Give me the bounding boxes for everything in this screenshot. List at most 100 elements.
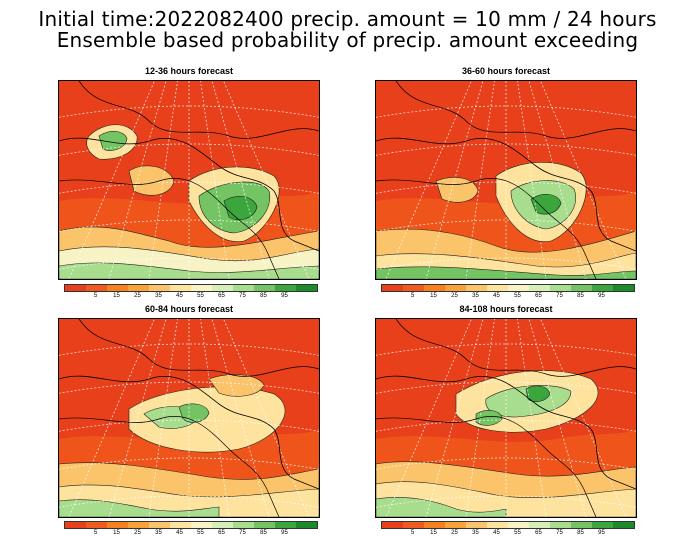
- colorbar-tick-label: 45: [493, 530, 500, 536]
- colorbar-tick-label: 55: [197, 293, 204, 299]
- probability-region: [98, 131, 128, 151]
- coastline: [59, 375, 319, 490]
- longitude-line: [385, 81, 472, 279]
- border-line: [59, 416, 280, 517]
- colorbar-swatch: [170, 285, 191, 291]
- longitude-line: [148, 319, 178, 517]
- colorbar-swatch: [149, 285, 170, 291]
- colorbar-tick-label: 85: [577, 293, 584, 299]
- longitude-line: [148, 81, 178, 279]
- longitude-line: [465, 81, 495, 279]
- colorbar-swatch: [592, 522, 613, 528]
- colorbar-tick-label: 85: [577, 530, 584, 536]
- colorbar-swatch: [191, 522, 212, 528]
- colorbar-swatch: [550, 522, 571, 528]
- border-line: [376, 178, 597, 279]
- colorbar-tick-label: 95: [598, 293, 605, 299]
- border-line: [395, 319, 636, 377]
- longitude-line: [540, 81, 627, 279]
- colorbar-tick-label: 5: [410, 293, 415, 299]
- probability-map: [58, 80, 320, 280]
- longitude-line: [528, 319, 587, 517]
- longitude-line: [211, 319, 270, 517]
- colorbar-swatch: [466, 522, 487, 528]
- figure-title-line-2: Ensemble based probability of precip. am…: [56, 28, 639, 52]
- colorbar-tick-label: 25: [451, 293, 458, 299]
- colorbar-swatch: [487, 522, 508, 528]
- colorbar-swatch: [403, 285, 424, 291]
- longitude-line: [108, 319, 167, 517]
- longitude-line: [200, 319, 230, 517]
- colorbar-tick-label: 65: [535, 293, 542, 299]
- colorbar-swatch: [212, 285, 233, 291]
- colorbar: [64, 521, 318, 529]
- colorbar-tick-label: 95: [281, 293, 288, 299]
- colorbar-swatch: [170, 522, 191, 528]
- colorbar-tick-label: 35: [155, 293, 162, 299]
- longitude-line: [211, 81, 270, 279]
- coastline: [376, 137, 636, 252]
- colorbar-tick-label: 35: [155, 530, 162, 536]
- colorbar-tick-label: 5: [93, 530, 98, 536]
- probability-map: [58, 318, 320, 518]
- border-line: [78, 319, 319, 377]
- border-line: [78, 81, 319, 139]
- coastline: [376, 375, 636, 490]
- colorbar-swatch: [529, 522, 550, 528]
- colorbar-tick-label: 25: [134, 293, 141, 299]
- probability-region: [376, 266, 636, 279]
- colorbar-tick-label: 65: [535, 530, 542, 536]
- colorbar-tick-label: 65: [218, 293, 225, 299]
- colorbar-tick-label: 25: [134, 530, 141, 536]
- figure-title-line-1: Initial time:2022082400 precip. amount =…: [38, 7, 657, 31]
- colorbar-swatch: [296, 285, 317, 291]
- colorbar-swatch: [382, 522, 403, 528]
- longitude-line: [425, 81, 484, 279]
- colorbar-swatch: [275, 522, 296, 528]
- longitude-line: [528, 81, 587, 279]
- colorbar-labels: 5 15 25 35 45 55 65 75 85 95: [64, 293, 316, 303]
- colorbar-tick-label: 95: [598, 530, 605, 536]
- colorbar-swatch: [529, 285, 550, 291]
- colorbar-tick-label: 85: [260, 293, 267, 299]
- colorbar-swatch: [571, 285, 592, 291]
- colorbar-tick-label: 15: [113, 530, 120, 536]
- colorbar-swatch: [445, 285, 466, 291]
- longitude-line: [223, 319, 310, 517]
- colorbar-swatch: [191, 285, 212, 291]
- probability-region: [59, 499, 220, 517]
- colorbar-swatch: [275, 285, 296, 291]
- longitude-line: [425, 319, 484, 517]
- colorbar-tick-label: 85: [260, 530, 267, 536]
- panel-title: 36-60 hours forecast: [461, 66, 551, 76]
- colorbar-tick-label: 75: [556, 530, 563, 536]
- colorbar-swatch: [233, 285, 254, 291]
- colorbar-labels: 5 15 25 35 45 55 65 75 85 95: [381, 530, 633, 540]
- colorbar-tick-label: 55: [197, 530, 204, 536]
- longitude-line: [223, 81, 310, 279]
- colorbar-tick-label: 55: [514, 293, 521, 299]
- colorbar: [381, 284, 635, 292]
- colorbar-swatch: [424, 285, 445, 291]
- colorbar-swatch: [65, 285, 86, 291]
- colorbar-labels: 5 15 25 35 45 55 65 75 85 95: [64, 530, 316, 540]
- colorbar-tick-label: 75: [239, 530, 246, 536]
- colorbar-tick-label: 65: [218, 530, 225, 536]
- border-line: [376, 416, 597, 517]
- colorbar-tick-label: 55: [514, 530, 521, 536]
- probability-region: [530, 194, 562, 215]
- colorbar-tick-label: 75: [556, 293, 563, 299]
- border-line: [59, 178, 280, 279]
- colorbar-swatch: [65, 522, 86, 528]
- colorbar-swatch: [254, 285, 275, 291]
- colorbar-swatch: [592, 285, 613, 291]
- probability-region: [128, 165, 175, 196]
- colorbar-swatch: [86, 285, 107, 291]
- colorbar-swatch: [149, 522, 170, 528]
- colorbar-tick-label: 35: [472, 530, 479, 536]
- colorbar-swatch: [296, 522, 317, 528]
- panel-title: 12-36 hours forecast: [144, 66, 234, 76]
- colorbar-tick-label: 95: [281, 530, 288, 536]
- colorbar-tick-label: 15: [430, 530, 437, 536]
- colorbar-swatch: [466, 285, 487, 291]
